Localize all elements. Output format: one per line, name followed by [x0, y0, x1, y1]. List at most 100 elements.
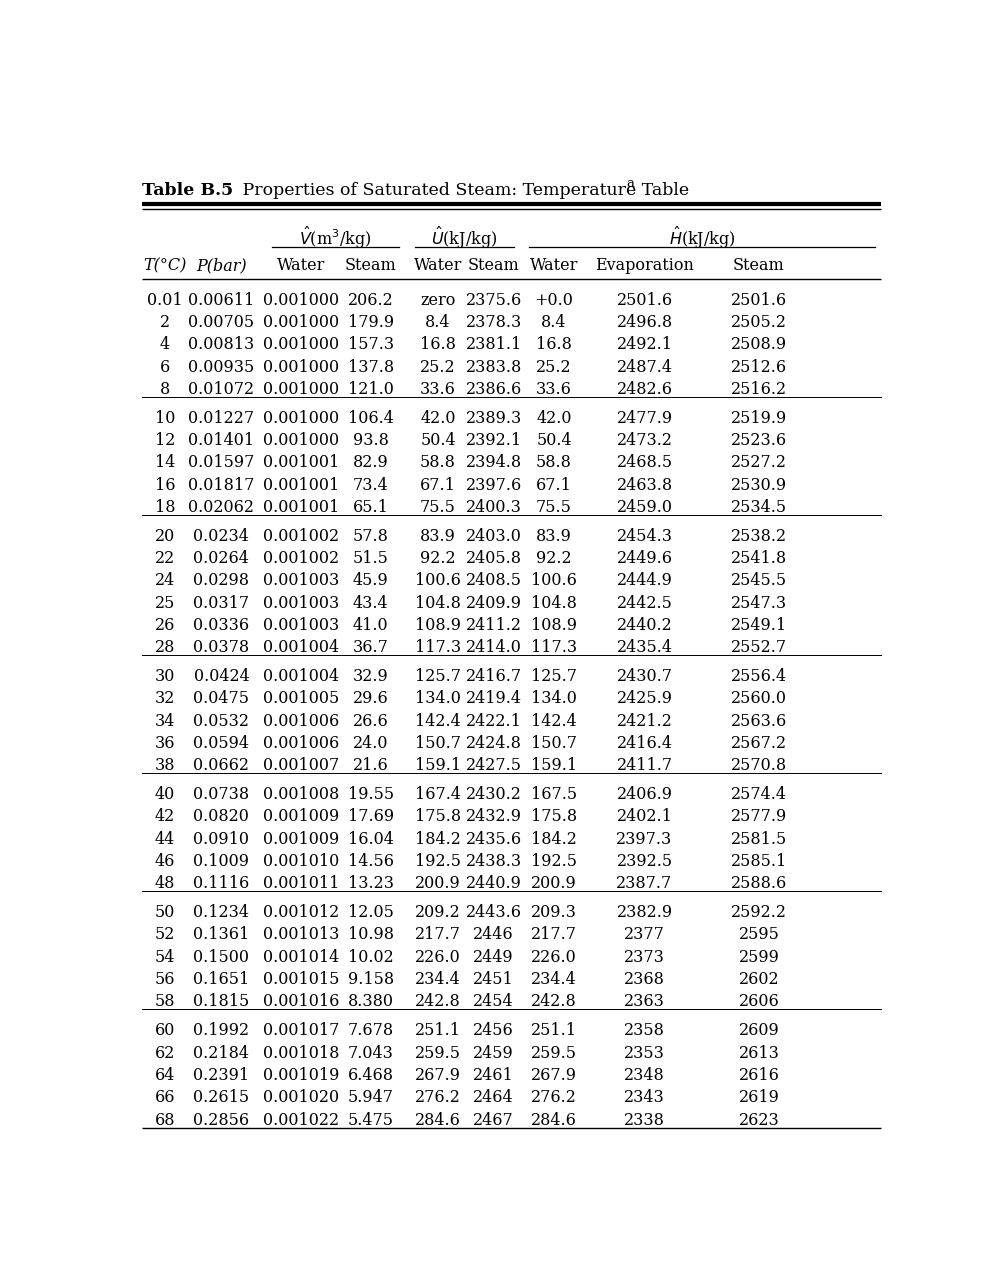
Text: 0.0424: 0.0424	[194, 668, 250, 686]
Text: 8.380: 8.380	[347, 993, 393, 1010]
Text: 2400.3: 2400.3	[466, 499, 522, 516]
Text: 0.1651: 0.1651	[194, 971, 250, 988]
Text: 134.0: 134.0	[415, 691, 461, 707]
Text: 192.5: 192.5	[415, 854, 461, 870]
Text: 0.0336: 0.0336	[194, 617, 250, 633]
Text: 17.69: 17.69	[347, 809, 394, 826]
Text: 0.001019: 0.001019	[262, 1067, 339, 1084]
Text: 67.1: 67.1	[420, 477, 456, 494]
Text: 0.1234: 0.1234	[194, 904, 250, 921]
Text: 43.4: 43.4	[353, 595, 388, 612]
Text: 179.9: 179.9	[347, 314, 394, 331]
Text: 36: 36	[155, 735, 176, 752]
Text: 2570.8: 2570.8	[731, 757, 787, 775]
Text: $\hat{V}$(m$^3$/kg): $\hat{V}$(m$^3$/kg)	[299, 225, 371, 251]
Text: 45.9: 45.9	[353, 572, 388, 589]
Text: +0.0: +0.0	[535, 291, 574, 309]
Text: 42.0: 42.0	[420, 410, 456, 426]
Text: 0.1500: 0.1500	[194, 949, 250, 965]
Text: 2534.5: 2534.5	[731, 499, 787, 516]
Text: 12.05: 12.05	[347, 904, 393, 921]
Text: 200.9: 200.9	[415, 875, 461, 893]
Text: 0.001000: 0.001000	[263, 291, 339, 309]
Text: zero: zero	[420, 291, 456, 309]
Text: 67.1: 67.1	[536, 477, 572, 494]
Text: 2387.7: 2387.7	[617, 875, 673, 893]
Text: 6.468: 6.468	[347, 1067, 393, 1084]
Text: 75.5: 75.5	[420, 499, 456, 516]
Text: $\hat{U}$(kJ/kg): $\hat{U}$(kJ/kg)	[431, 225, 497, 251]
Text: 75.5: 75.5	[536, 499, 572, 516]
Text: 159.1: 159.1	[531, 757, 577, 775]
Text: 60: 60	[155, 1023, 176, 1039]
Text: 2560.0: 2560.0	[731, 691, 787, 707]
Text: 150.7: 150.7	[531, 735, 577, 752]
Text: 2435.6: 2435.6	[466, 831, 522, 848]
Text: 0.01227: 0.01227	[189, 410, 254, 426]
Text: 13.23: 13.23	[347, 875, 393, 893]
Text: 175.8: 175.8	[531, 809, 577, 826]
Text: 8: 8	[160, 382, 170, 398]
Text: 2592.2: 2592.2	[731, 904, 787, 921]
Text: 24.0: 24.0	[353, 735, 388, 752]
Text: 25.2: 25.2	[536, 359, 572, 375]
Text: 0.001001: 0.001001	[262, 499, 339, 516]
Text: 2501.6: 2501.6	[731, 291, 787, 309]
Text: 2519.9: 2519.9	[731, 410, 787, 426]
Text: 10: 10	[155, 410, 176, 426]
Text: 0.0234: 0.0234	[194, 528, 250, 544]
Text: 284.6: 284.6	[531, 1112, 577, 1128]
Text: 16.04: 16.04	[347, 831, 393, 848]
Text: 2585.1: 2585.1	[731, 854, 787, 870]
Text: 50.4: 50.4	[420, 432, 456, 449]
Text: 2577.9: 2577.9	[731, 809, 787, 826]
Text: 0.001006: 0.001006	[262, 712, 339, 730]
Text: 276.2: 276.2	[415, 1089, 461, 1107]
Text: 0.2184: 0.2184	[194, 1044, 250, 1062]
Text: 2609: 2609	[739, 1023, 779, 1039]
Text: 14.56: 14.56	[347, 854, 393, 870]
Text: 2382.9: 2382.9	[617, 904, 673, 921]
Text: 0.001012: 0.001012	[262, 904, 339, 921]
Text: 2449.6: 2449.6	[617, 550, 673, 567]
Text: 0.00705: 0.00705	[189, 314, 254, 331]
Text: 184.2: 184.2	[415, 831, 461, 848]
Text: 2427.5: 2427.5	[466, 757, 522, 775]
Text: 0.0738: 0.0738	[194, 786, 250, 803]
Text: 2454.3: 2454.3	[617, 528, 673, 544]
Text: 0.001011: 0.001011	[262, 875, 339, 893]
Text: 4: 4	[160, 336, 170, 354]
Text: 48: 48	[155, 875, 176, 893]
Text: 19.55: 19.55	[347, 786, 394, 803]
Text: 2541.8: 2541.8	[731, 550, 787, 567]
Text: 2402.1: 2402.1	[617, 809, 673, 826]
Text: 100.6: 100.6	[415, 572, 461, 589]
Text: 0.0910: 0.0910	[194, 831, 250, 848]
Text: 0.001018: 0.001018	[262, 1044, 339, 1062]
Text: 0.0594: 0.0594	[194, 735, 250, 752]
Text: 2353: 2353	[624, 1044, 665, 1062]
Text: 68: 68	[155, 1112, 176, 1128]
Text: 0.001015: 0.001015	[262, 971, 339, 988]
Text: 209.2: 209.2	[415, 904, 461, 921]
Text: 26: 26	[155, 617, 176, 633]
Text: 2449: 2449	[473, 949, 514, 965]
Text: 2464: 2464	[473, 1089, 514, 1107]
Text: 54: 54	[155, 949, 176, 965]
Text: 267.9: 267.9	[415, 1067, 461, 1084]
Text: 2456: 2456	[473, 1023, 514, 1039]
Text: 2440.9: 2440.9	[466, 875, 522, 893]
Text: 2443.6: 2443.6	[466, 904, 522, 921]
Text: 14: 14	[155, 454, 176, 472]
Text: 0.001000: 0.001000	[263, 359, 339, 375]
Text: 2459: 2459	[473, 1044, 514, 1062]
Text: 0.1361: 0.1361	[194, 926, 250, 944]
Text: 2595: 2595	[739, 926, 779, 944]
Text: 0.001003: 0.001003	[262, 595, 339, 612]
Text: 167.5: 167.5	[531, 786, 577, 803]
Text: 2397.6: 2397.6	[465, 477, 522, 494]
Text: $\hat{H}$(kJ/kg): $\hat{H}$(kJ/kg)	[669, 225, 736, 251]
Text: 36.7: 36.7	[352, 640, 388, 656]
Text: 2409.9: 2409.9	[466, 595, 522, 612]
Text: 2446: 2446	[473, 926, 514, 944]
